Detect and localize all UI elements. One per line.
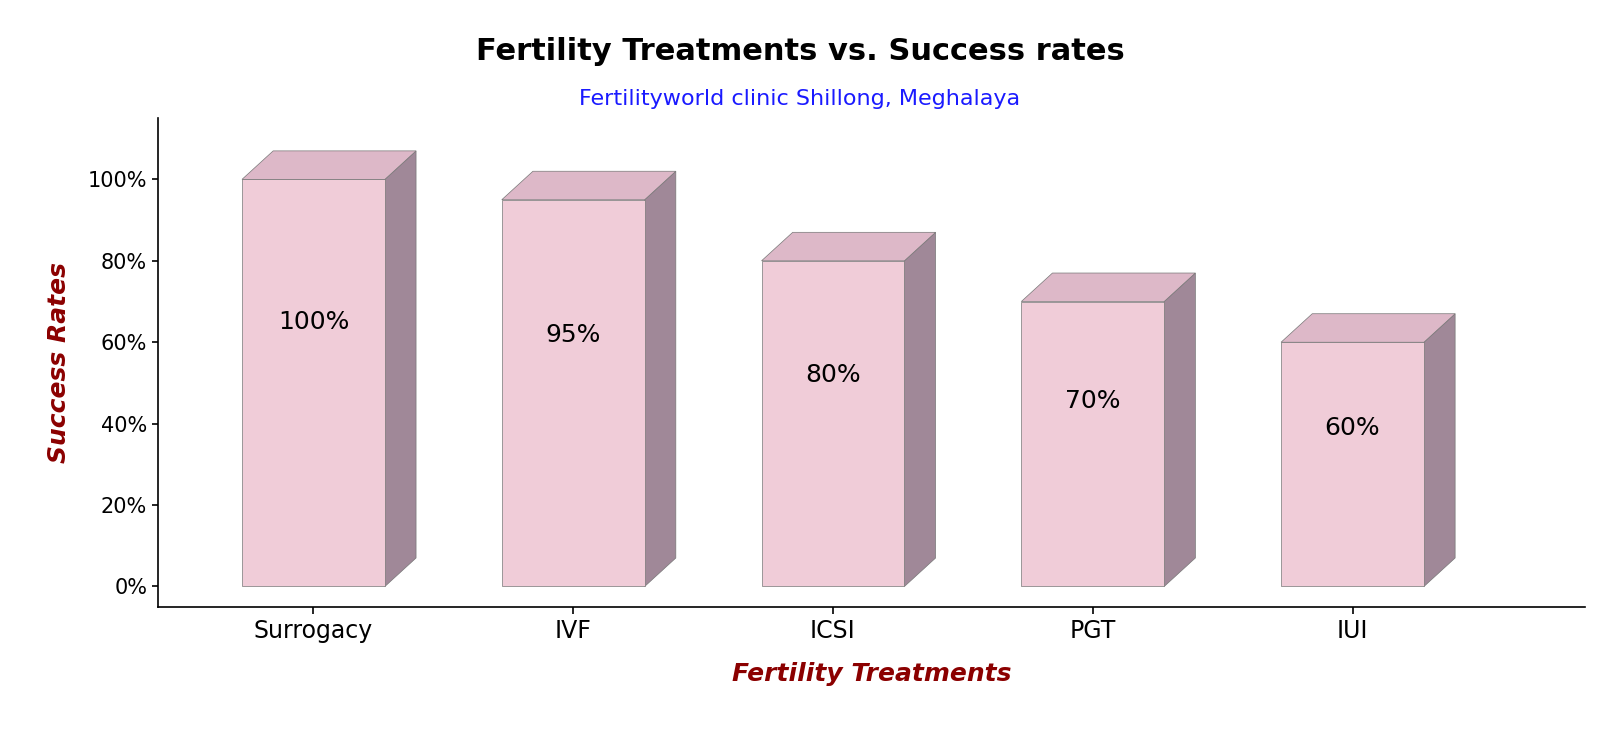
Polygon shape <box>1282 314 1454 342</box>
Polygon shape <box>904 232 936 587</box>
Text: 95%: 95% <box>546 323 602 347</box>
Polygon shape <box>762 261 904 587</box>
Text: Fertilityworld clinic Shillong, Meghalaya: Fertilityworld clinic Shillong, Meghalay… <box>579 89 1021 108</box>
Polygon shape <box>762 232 936 261</box>
Text: Fertility Treatments vs. Success rates: Fertility Treatments vs. Success rates <box>475 37 1125 66</box>
Polygon shape <box>242 179 386 587</box>
Polygon shape <box>1021 302 1165 587</box>
Text: 100%: 100% <box>278 310 349 334</box>
Polygon shape <box>502 200 645 587</box>
Y-axis label: Success Rates: Success Rates <box>46 262 70 463</box>
Polygon shape <box>645 171 675 587</box>
Polygon shape <box>502 171 675 200</box>
Text: 70%: 70% <box>1066 389 1120 413</box>
Text: 60%: 60% <box>1325 415 1381 440</box>
Polygon shape <box>1165 273 1195 587</box>
X-axis label: Fertility Treatments: Fertility Treatments <box>731 662 1011 686</box>
Polygon shape <box>1424 314 1454 587</box>
Text: 80%: 80% <box>805 363 861 387</box>
Polygon shape <box>242 151 416 179</box>
Polygon shape <box>1021 273 1195 302</box>
Polygon shape <box>386 151 416 587</box>
Polygon shape <box>1282 342 1424 587</box>
